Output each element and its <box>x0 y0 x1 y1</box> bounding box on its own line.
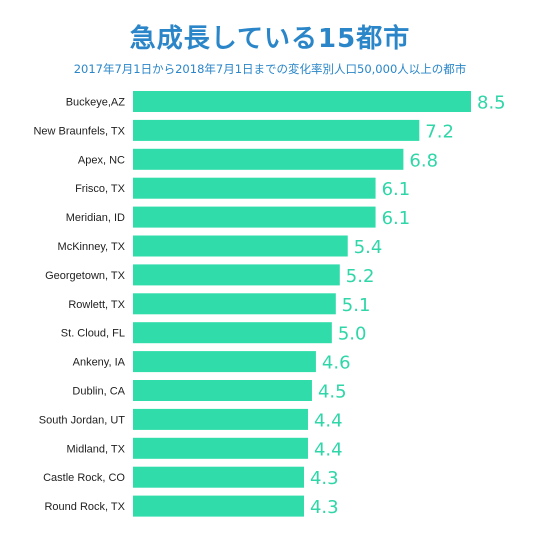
value-label: 5.0 <box>338 324 367 345</box>
bar <box>133 293 336 315</box>
value-label: 4.6 <box>322 353 351 374</box>
category-label: Ankeny, IA <box>73 357 126 369</box>
category-label: Dublin, CA <box>72 386 125 398</box>
bar <box>133 264 340 286</box>
value-label: 5.4 <box>354 237 383 258</box>
category-label: Castle Rock, CO <box>43 472 125 484</box>
value-label: 4.3 <box>310 468 339 489</box>
category-label: St. Cloud, FL <box>61 328 125 340</box>
bar <box>133 322 332 344</box>
value-label: 4.4 <box>314 410 343 431</box>
value-label: 5.1 <box>342 295 371 316</box>
category-label: Frisco, TX <box>75 183 126 195</box>
chart-title: 急成長している15都市 <box>129 24 411 54</box>
category-label: Round Rock, TX <box>44 501 125 513</box>
value-label: 7.2 <box>425 121 454 142</box>
category-label: Meridian, ID <box>66 212 125 224</box>
value-label: 5.2 <box>346 266 375 287</box>
category-label: Georgetown, TX <box>45 270 126 282</box>
value-label: 6.1 <box>382 208 411 229</box>
bar <box>133 437 308 459</box>
chart-subtitle: 2017年7月1日から2018年7月1日までの変化率別人口50,000人以上の都… <box>73 62 467 76</box>
value-label: 4.5 <box>318 382 347 403</box>
category-label: McKinney, TX <box>58 241 126 253</box>
category-label: South Jordan, UT <box>39 414 125 426</box>
bar <box>133 466 304 488</box>
value-label: 6.8 <box>409 150 438 171</box>
value-label: 8.5 <box>477 93 506 114</box>
category-label: Apex, NC <box>78 154 125 166</box>
bar <box>133 91 471 112</box>
category-label: New Braunfels, TX <box>33 125 125 137</box>
bar <box>133 148 404 170</box>
bar <box>133 351 316 373</box>
bar <box>133 206 376 228</box>
bar <box>133 235 348 257</box>
value-label: 6.1 <box>382 179 411 200</box>
bar <box>133 119 420 141</box>
category-label: Midland, TX <box>67 443 126 455</box>
bar <box>133 495 304 517</box>
value-label: 4.4 <box>314 439 343 460</box>
bar <box>133 408 308 430</box>
value-label: 4.3 <box>310 497 339 518</box>
category-label: Buckeye,AZ <box>66 97 126 109</box>
bar <box>133 380 312 401</box>
bar <box>133 177 376 199</box>
category-label: Rowlett, TX <box>68 299 125 311</box>
